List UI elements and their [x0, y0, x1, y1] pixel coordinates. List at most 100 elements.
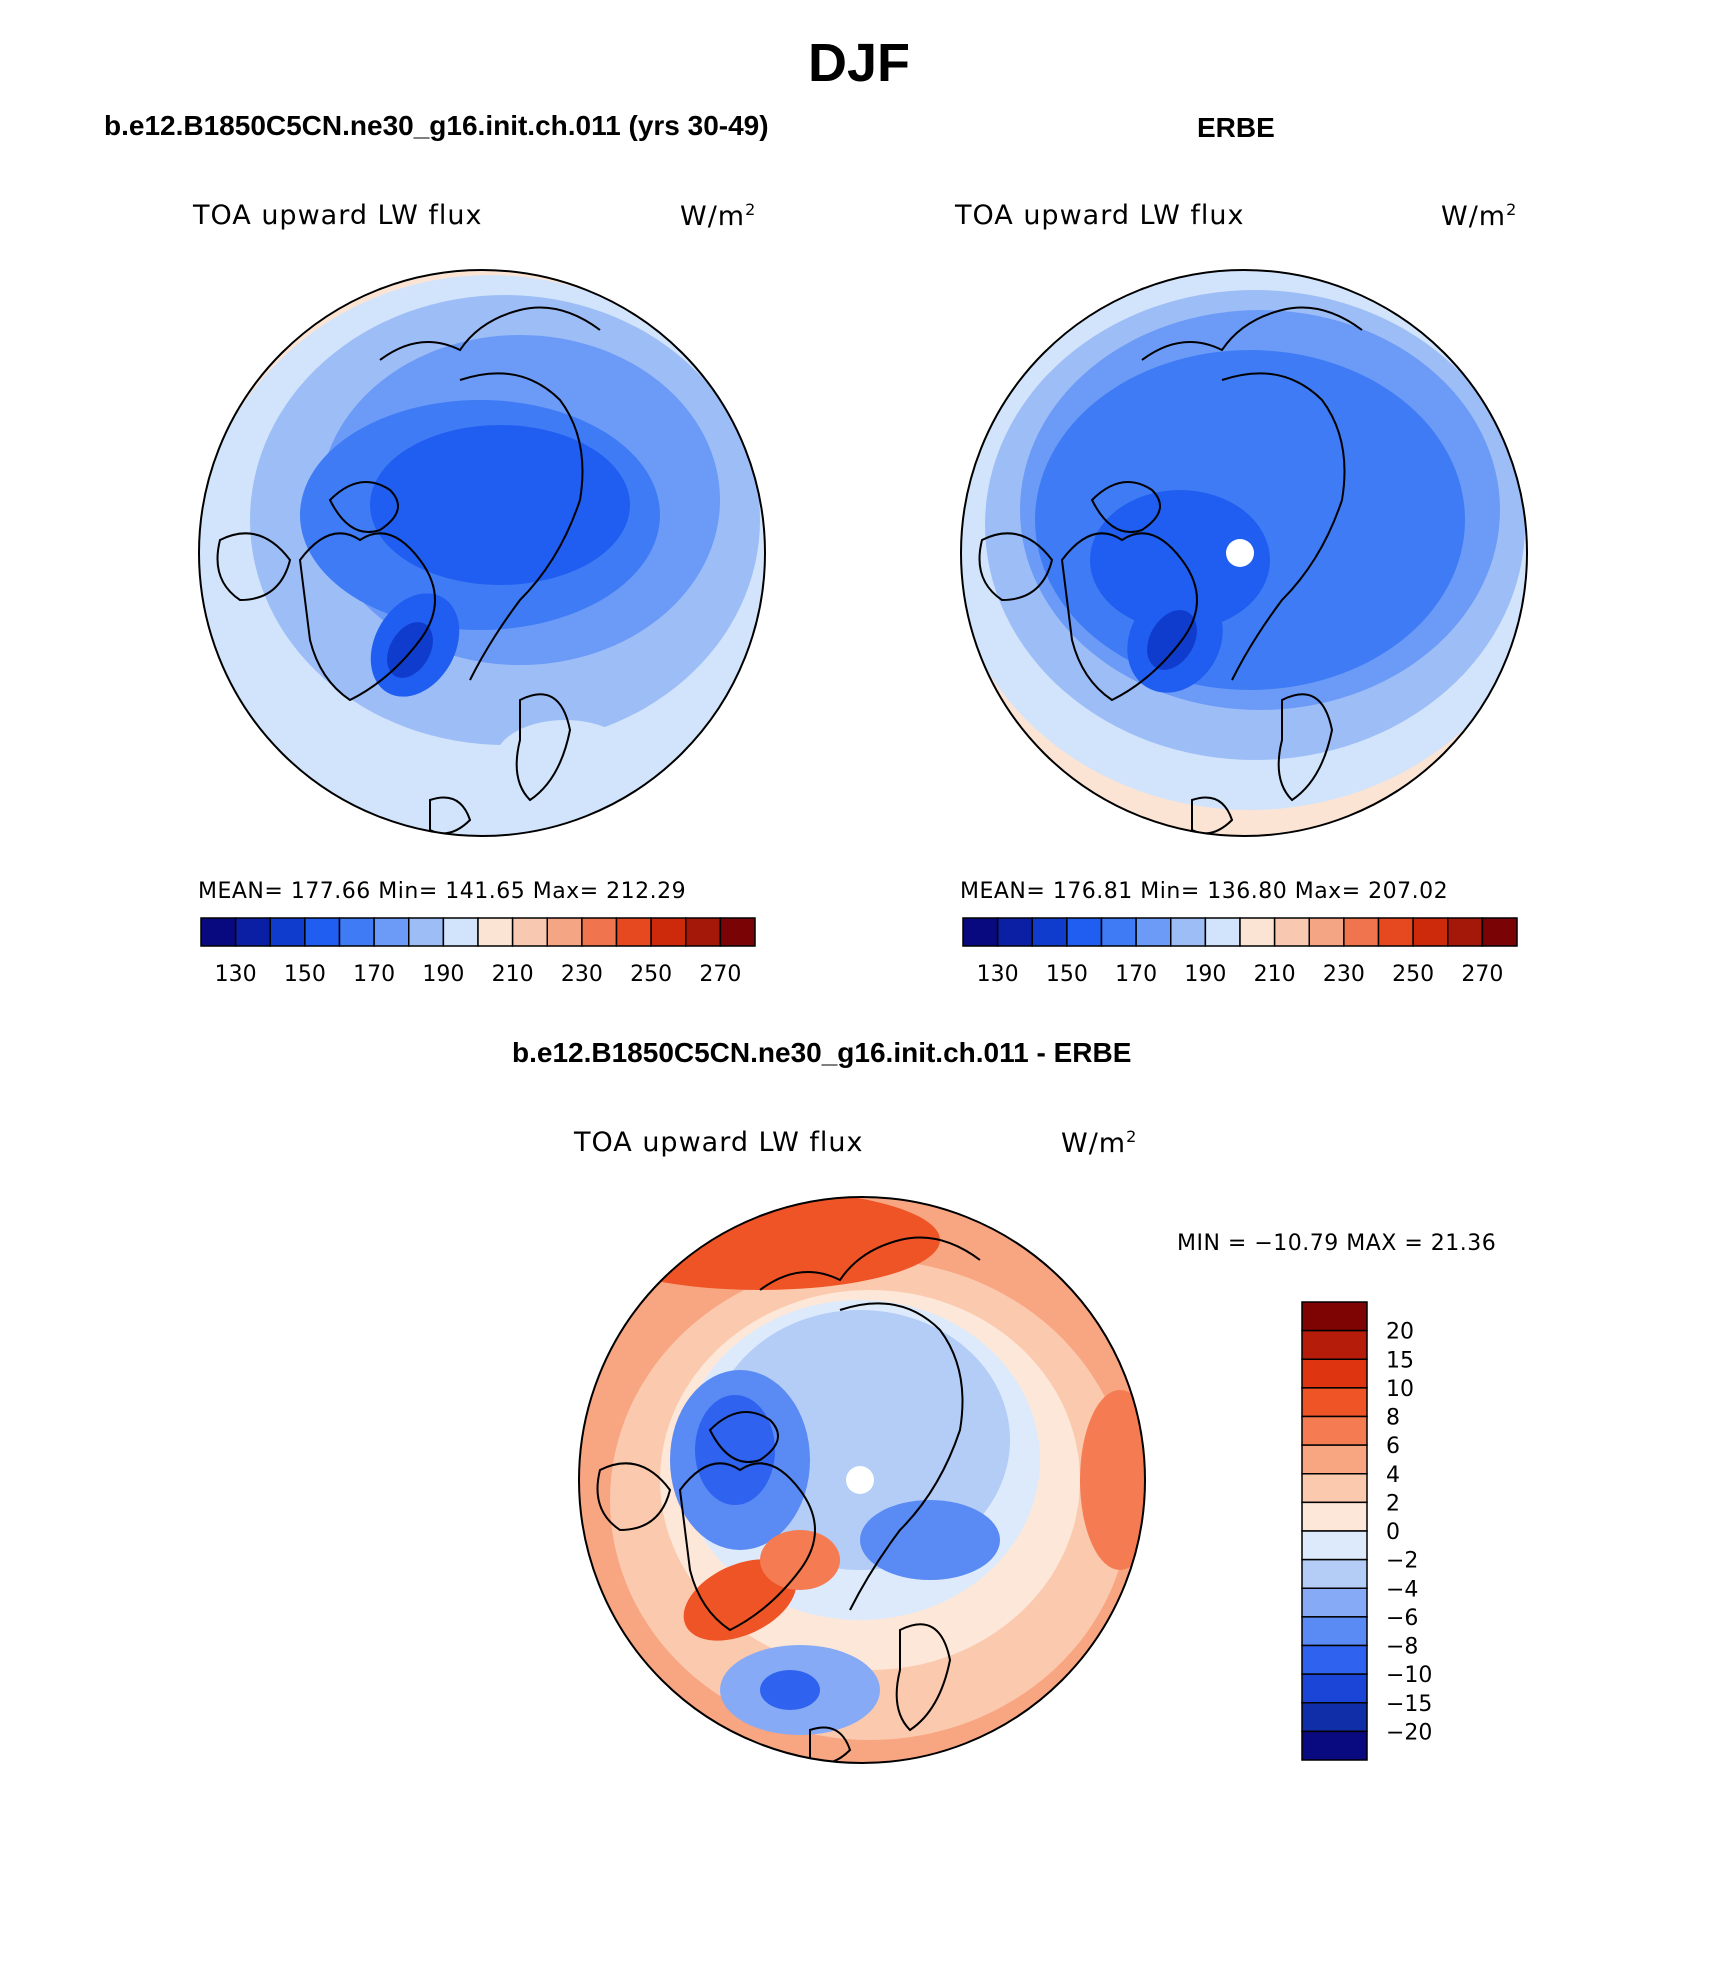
- panel3-colorbar-tick-label: 0: [1386, 1520, 1400, 1545]
- panel2-colorbar-tick-label: 270: [1461, 962, 1503, 987]
- panel3-units: W/m2: [1061, 1127, 1138, 1159]
- panel1-colorbar-box: [442, 917, 479, 947]
- panel3-colorbar-box: [1301, 1530, 1368, 1561]
- panel3-colorbar-box: [1301, 1558, 1368, 1589]
- panel1-colorbar-box: [304, 917, 341, 947]
- panel1-colorbar-box: [200, 917, 237, 947]
- panel1-colorbar-box: [615, 917, 652, 947]
- panel2-colorbar-box: [1273, 917, 1310, 947]
- panel2-colorbar-tick-label: 190: [1184, 962, 1226, 987]
- panel2-title: ERBE: [1197, 112, 1275, 143]
- panel1-colorbar-box: [373, 917, 410, 947]
- panel1-colorbar-box: [234, 917, 271, 947]
- panel3-colorbar-box: [1301, 1358, 1368, 1389]
- map3: [579, 1197, 1145, 1763]
- panel1-colorbar-box: [338, 917, 375, 947]
- map1-coastlines: [216, 306, 601, 835]
- panel3-title: b.e12.B1850C5CN.ne30_g16.init.ch.011 - E…: [512, 1037, 1132, 1068]
- panel3-colorbar-tick-label: −6: [1386, 1606, 1418, 1631]
- panel2-colorbar-box: [1308, 917, 1345, 947]
- panel2-colorbar-box: [1031, 917, 1068, 947]
- panel1-title: b.e12.B1850C5CN.ne30_g16.init.ch.011 (yr…: [104, 110, 769, 141]
- panel1-colorbar-box: [685, 917, 722, 947]
- map3-border: [578, 1196, 1146, 1764]
- panel1-colorbar-box: [581, 917, 618, 947]
- page-title: DJF: [808, 33, 911, 93]
- map3-coastlines: [596, 1236, 981, 1763]
- panel2-colorbar-tick-label: 230: [1323, 962, 1365, 987]
- panel2-colorbar-box: [1066, 917, 1103, 947]
- panel1-colorbar-tick-label: 230: [561, 962, 603, 987]
- panel1-colorbar-tick-label: 270: [699, 962, 741, 987]
- panel2-units: W/m2: [1441, 200, 1518, 232]
- panel3-colorbar-tick-label: 2: [1386, 1491, 1400, 1516]
- panel3-colorbar-tick-label: 15: [1386, 1348, 1414, 1373]
- panel3-colorbar-box: [1301, 1473, 1368, 1504]
- panel1-colorbar-tick-label: 190: [422, 962, 464, 987]
- panel3-colorbar-tick-label: −20: [1386, 1720, 1432, 1745]
- panel2-colorbar-box: [1343, 917, 1380, 947]
- panel3-colorbar-tick-label: 4: [1386, 1463, 1400, 1488]
- panel1-colorbar-tick-label: 150: [284, 962, 326, 987]
- panel2-colorbar-box: [1135, 917, 1172, 947]
- panel2-colorbar-box: [1412, 917, 1449, 947]
- panel2-colorbar-box: [1239, 917, 1276, 947]
- panel3-colorbar-tick-label: −2: [1386, 1549, 1418, 1574]
- panel1-variable-label: TOA upward LW flux: [193, 200, 483, 231]
- panel2-colorbar-tick-label: 150: [1046, 962, 1088, 987]
- panel3-colorbar-box: [1301, 1644, 1368, 1675]
- panel1-stats: MEAN= 177.66 Min= 141.65 Max= 212.29: [198, 879, 687, 904]
- panel3-colorbar-box: [1301, 1444, 1368, 1475]
- panel1-colorbar-box: [650, 917, 687, 947]
- map2: [961, 270, 1527, 836]
- panel1-colorbar-box: [719, 917, 756, 947]
- panel2-colorbar-box: [1447, 917, 1484, 947]
- panel1-colorbar-tick-label: 170: [353, 962, 395, 987]
- panel1-colorbar-box: [408, 917, 445, 947]
- map1-border: [198, 269, 766, 837]
- panel1-colorbar-box: [546, 917, 583, 947]
- panel3-colorbar-box: [1301, 1587, 1368, 1618]
- panel3-colorbar-box: [1301, 1616, 1368, 1647]
- panel1-colorbar-tick-label: 210: [492, 962, 534, 987]
- panel3-colorbar-box: [1301, 1702, 1368, 1733]
- panel2-colorbar-box: [962, 917, 999, 947]
- panel3-colorbar-box: [1301, 1301, 1368, 1332]
- panel3-colorbar-box: [1301, 1329, 1368, 1360]
- panel3-colorbar-box: [1301, 1673, 1368, 1704]
- panel1-colorbar-box: [477, 917, 514, 947]
- panel3-colorbar-tick-label: −10: [1386, 1663, 1432, 1688]
- panel3-colorbar-tick-label: −8: [1386, 1635, 1418, 1660]
- panel2-colorbar-box: [1204, 917, 1241, 947]
- panel3-colorbar-tick-label: 8: [1386, 1406, 1400, 1431]
- panel3-colorbar-box: [1301, 1730, 1368, 1761]
- panel2-colorbar-tick-label: 130: [977, 962, 1019, 987]
- panel1-colorbar-box: [511, 917, 548, 947]
- panel3-colorbar-box: [1301, 1387, 1368, 1418]
- panel2-colorbar-box: [1377, 917, 1414, 947]
- panel2-colorbar-box: [1481, 917, 1518, 947]
- panel2-colorbar-box: [1170, 917, 1207, 947]
- panel2-colorbar-tick-label: 210: [1254, 962, 1296, 987]
- panel2-colorbar-tick-label: 250: [1392, 962, 1434, 987]
- panel3-colorbar-tick-label: 6: [1386, 1434, 1400, 1459]
- panel2-colorbar-tick-label: 170: [1115, 962, 1157, 987]
- panel2-variable-label: TOA upward LW flux: [955, 200, 1245, 231]
- panel1-units: W/m2: [680, 200, 757, 232]
- panel3-colorbar-tick-label: 20: [1386, 1320, 1414, 1345]
- panel2-stats: MEAN= 176.81 Min= 136.80 Max= 207.02: [960, 879, 1449, 904]
- panel3-colorbar-tick-label: 10: [1386, 1377, 1414, 1402]
- panel1-colorbar-box: [269, 917, 306, 947]
- panel3-stats: MIN = −10.79 MAX = 21.36: [1177, 1231, 1497, 1256]
- panel1-colorbar-tick-label: 130: [215, 962, 257, 987]
- map2-border: [960, 269, 1528, 837]
- map1: [199, 270, 765, 836]
- panel2-colorbar-box: [1100, 917, 1137, 947]
- panel3-colorbar-box: [1301, 1501, 1368, 1532]
- panel1-colorbar-tick-label: 250: [630, 962, 672, 987]
- panel3-colorbar-box: [1301, 1415, 1368, 1446]
- panel2-colorbar-box: [996, 917, 1033, 947]
- panel3-colorbar-tick-label: −4: [1386, 1577, 1418, 1602]
- panel3-variable-label: TOA upward LW flux: [574, 1127, 864, 1158]
